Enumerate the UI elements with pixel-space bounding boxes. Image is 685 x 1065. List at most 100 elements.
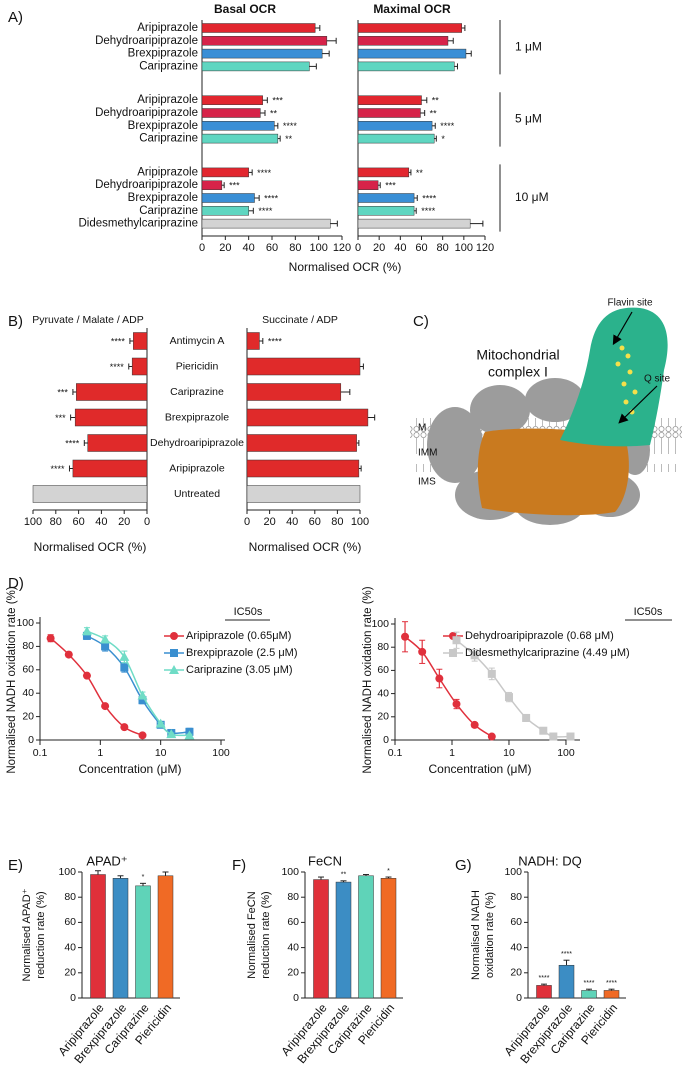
bar xyxy=(357,180,379,190)
bar xyxy=(603,990,620,999)
bar xyxy=(201,180,223,190)
y-tick-label: 20 xyxy=(64,967,76,979)
category-label: Dehydroaripiprazole xyxy=(95,179,198,191)
facet-title: Pyruvate / Malate / ADP xyxy=(32,314,143,326)
point xyxy=(435,674,444,683)
complex-i-diagram: C) Mitochondrial complex I Flavin site Q… xyxy=(410,298,682,525)
bar xyxy=(90,874,106,999)
group-label: 10 μM xyxy=(515,190,549,204)
x-axis-label: Normalised OCR (%) xyxy=(289,260,402,274)
bar xyxy=(313,879,329,999)
panel-label: F) xyxy=(232,857,246,874)
significance: **** xyxy=(268,336,283,346)
point xyxy=(82,631,91,640)
x-tick-label: 0.1 xyxy=(33,747,48,759)
significance: ** xyxy=(341,872,347,879)
bar xyxy=(201,108,261,118)
point xyxy=(138,696,147,705)
legend-marker xyxy=(170,649,178,657)
y-tick-label: 100 xyxy=(504,866,522,878)
significance: ** xyxy=(270,108,278,118)
category-label: Antimycin A xyxy=(170,335,225,347)
x-tick-label: 100 xyxy=(309,242,327,254)
panel-label: B) xyxy=(8,313,23,330)
point xyxy=(487,669,496,678)
y-axis-label: Normalised APAD⁺ xyxy=(21,888,33,981)
x-tick-label: 40 xyxy=(95,516,107,528)
y-axis-label: reduction rate (%) xyxy=(35,891,47,978)
x-tick-label: 20 xyxy=(118,516,130,528)
legend-label: Dehydroaripiprazole (0.68 μM) xyxy=(465,630,614,642)
category-label: Dehydroaripiprazole xyxy=(95,35,198,47)
significance: **** xyxy=(283,121,298,131)
x-tick-label: 100 xyxy=(212,747,230,759)
y-tick-label: 0 xyxy=(70,992,76,1004)
point xyxy=(137,690,148,700)
y-tick-label: 20 xyxy=(22,710,34,722)
x-tick-label: 20 xyxy=(219,242,231,254)
x-tick-label: 0 xyxy=(199,242,205,254)
bar xyxy=(357,95,422,105)
significance: *** xyxy=(229,181,240,191)
point xyxy=(452,636,461,645)
y-tick-label: 80 xyxy=(377,641,389,653)
y-axis-label: Normalised NADH oxidation rate (%) xyxy=(362,586,374,773)
point xyxy=(82,671,91,680)
bar xyxy=(201,133,279,144)
bar xyxy=(357,108,421,118)
x-tick-label: 0 xyxy=(355,242,361,254)
point xyxy=(549,732,558,741)
group-label: 5 μM xyxy=(515,112,542,126)
significance: ** xyxy=(432,96,440,106)
significance: **** xyxy=(110,362,125,372)
x-tick-label: 20 xyxy=(373,242,385,254)
x-tick-label: 100 xyxy=(455,242,473,254)
facet-title: Basal OCR xyxy=(214,2,276,16)
bar xyxy=(357,23,462,33)
x-axis-label: Concentration (μM) xyxy=(429,762,532,776)
bar xyxy=(201,121,275,131)
group-label: 1 μM xyxy=(515,39,542,53)
y-tick-label: 0 xyxy=(28,734,34,746)
site-label: Flavin site xyxy=(607,298,652,309)
x-tick-label: 60 xyxy=(266,242,278,254)
x-tick-label: 60 xyxy=(309,516,321,528)
y-axis-label: reduction rate (%) xyxy=(260,891,272,978)
bar xyxy=(246,459,360,478)
significance: **** xyxy=(440,121,455,131)
legend-marker xyxy=(449,649,457,657)
membrane-label: IMS xyxy=(418,477,436,488)
bar xyxy=(581,990,597,999)
y-tick-label: 0 xyxy=(383,734,389,746)
panel-label: E) xyxy=(8,857,23,874)
point xyxy=(120,723,129,732)
category-label: Brexpiprazole xyxy=(128,192,198,204)
bar xyxy=(157,875,174,999)
diagram-title: Mitochondrial xyxy=(476,347,559,363)
panel-label: A) xyxy=(8,9,23,26)
bar xyxy=(131,357,148,376)
point xyxy=(81,626,92,636)
significance: **** xyxy=(606,980,617,987)
significance: **** xyxy=(264,193,279,203)
category-label: Dehydroaripiprazole xyxy=(150,437,244,449)
point xyxy=(401,632,410,641)
protein-arm xyxy=(560,307,668,447)
panel-label: C) xyxy=(413,313,429,330)
y-axis-label: oxidation rate (%) xyxy=(484,892,496,978)
arrow xyxy=(618,385,658,424)
membrane-label: M xyxy=(418,423,426,434)
bar xyxy=(201,36,328,46)
point xyxy=(120,663,129,672)
bar xyxy=(357,61,455,72)
significance: **** xyxy=(584,980,595,987)
category-label: Cariprazine xyxy=(139,205,198,217)
bar xyxy=(558,964,575,999)
significance: ** xyxy=(430,108,438,118)
y-tick-label: 100 xyxy=(371,618,389,630)
bar xyxy=(536,985,552,999)
point xyxy=(470,651,479,660)
category-label: Cariprazine xyxy=(139,60,198,72)
x-axis-label: Concentration (μM) xyxy=(79,762,182,776)
